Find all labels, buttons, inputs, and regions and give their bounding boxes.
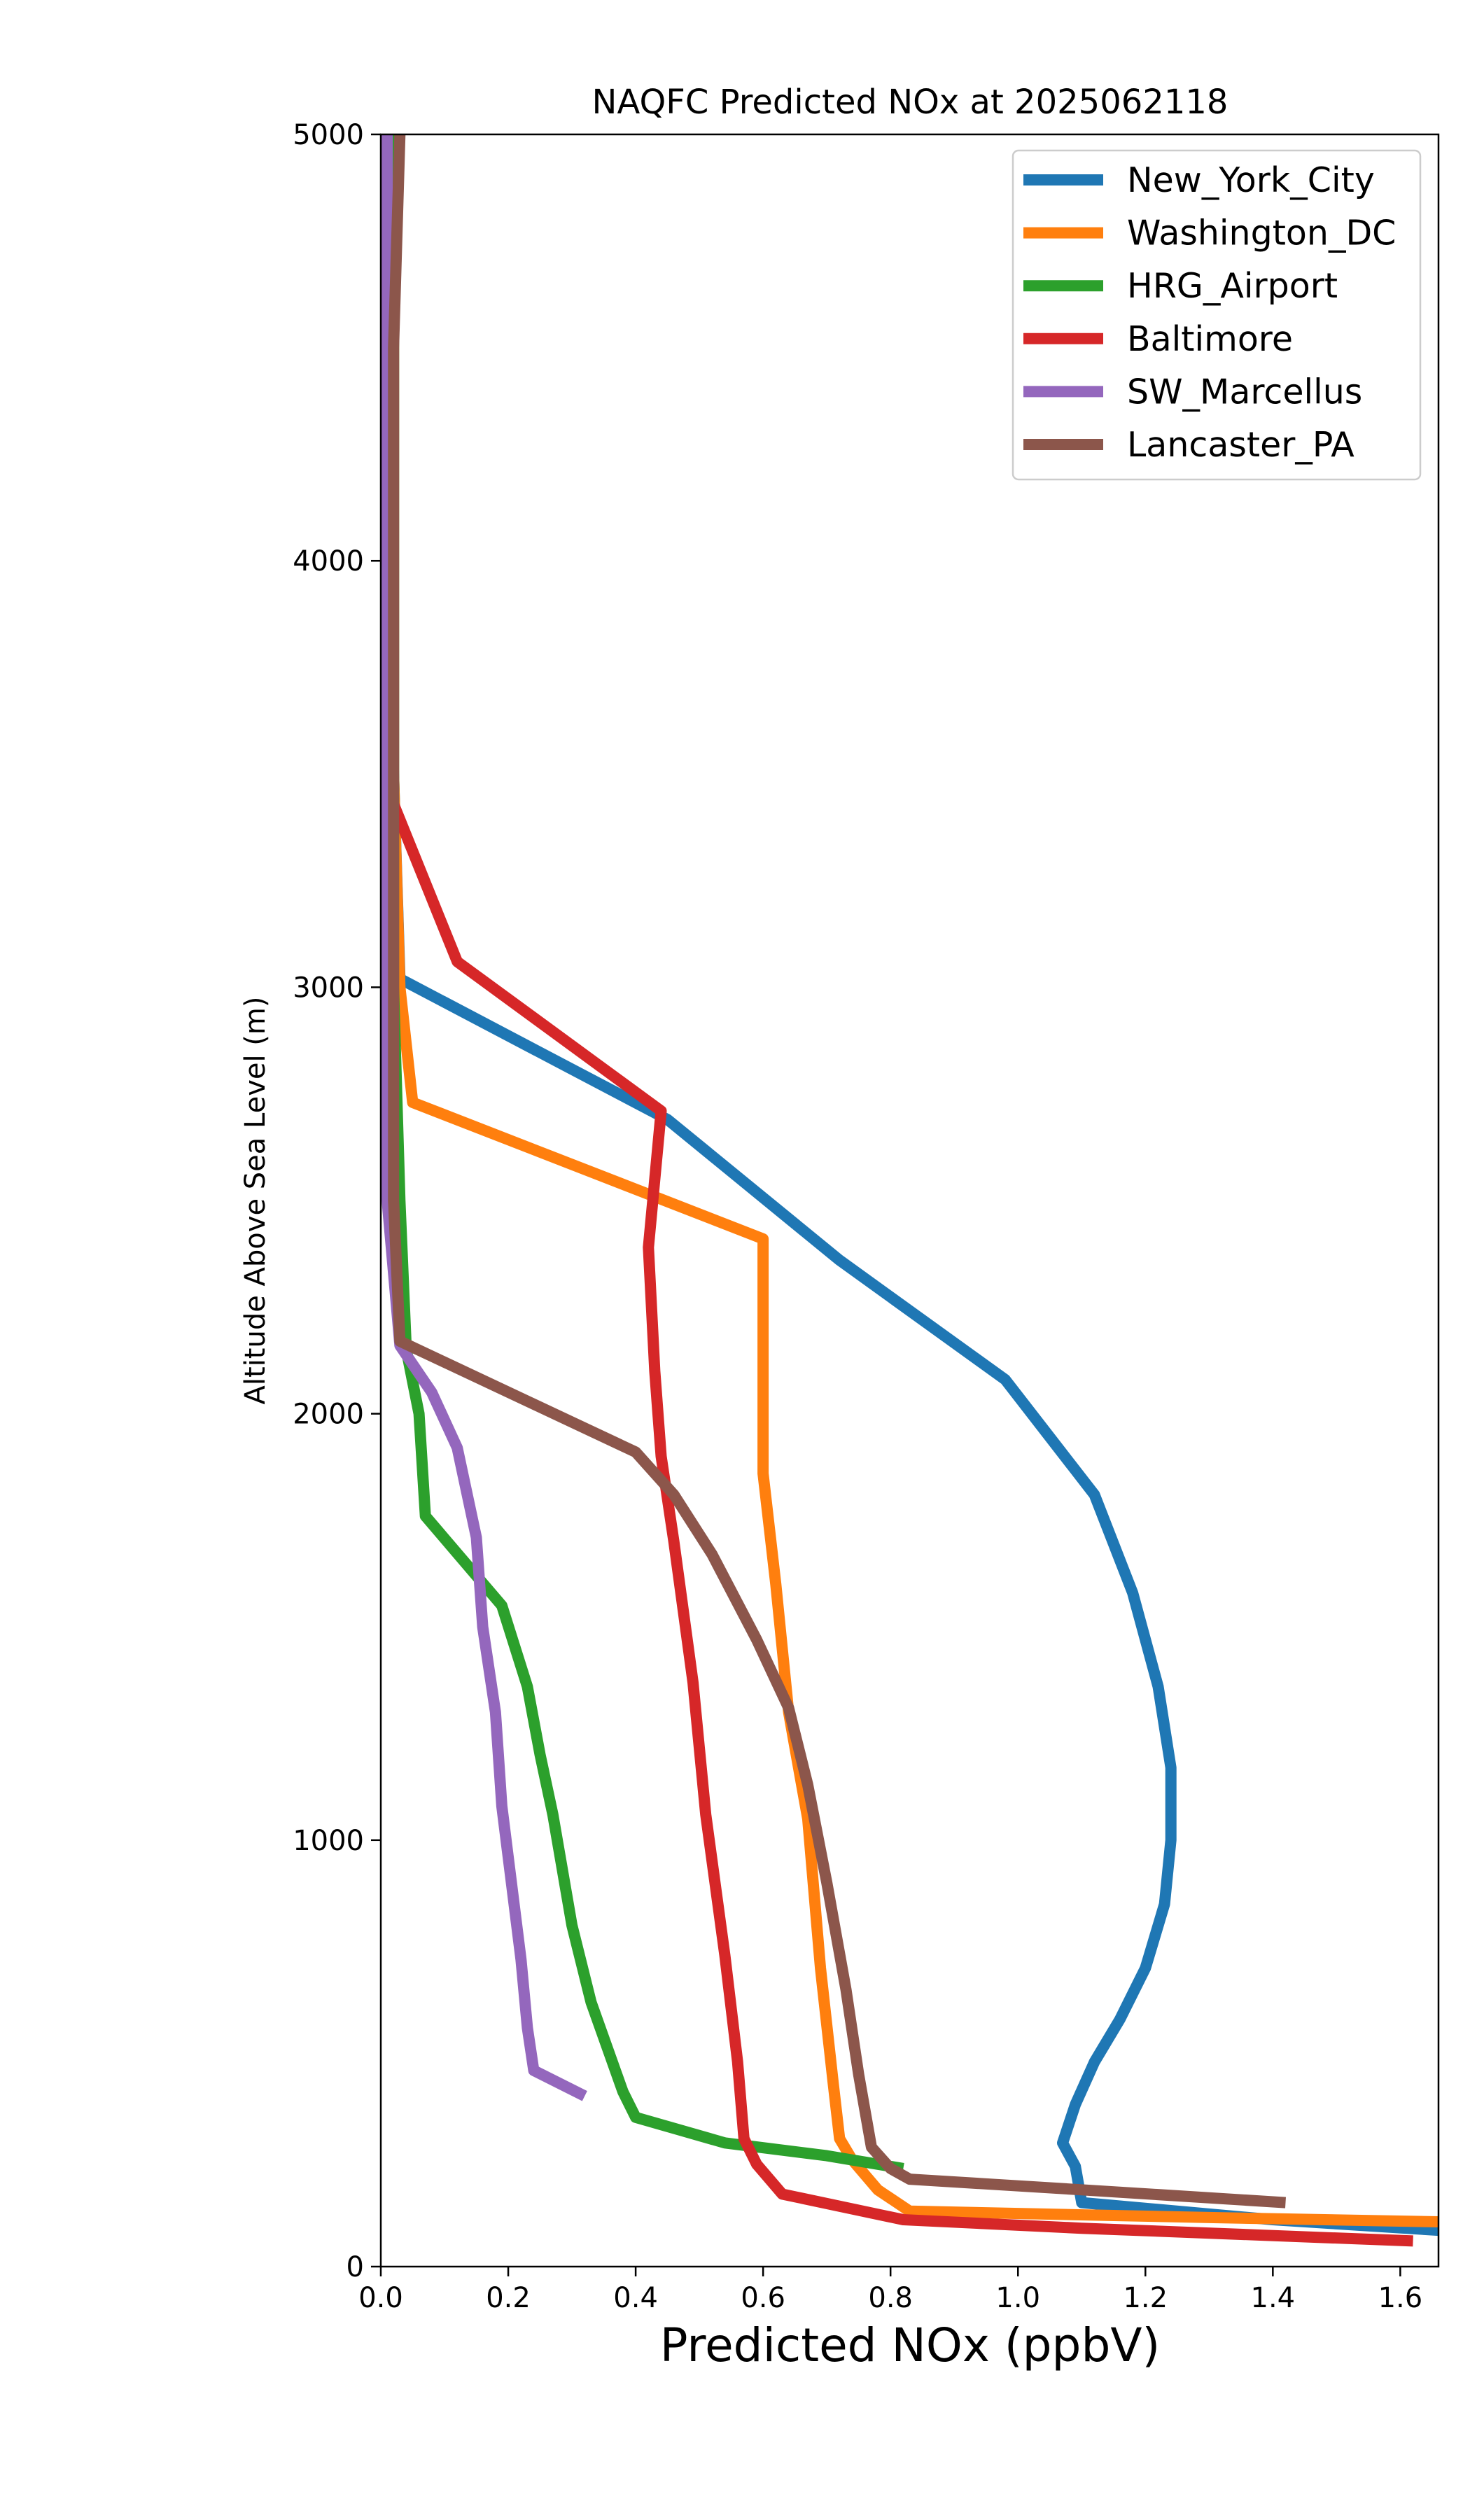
plot-lines bbox=[382, 134, 1438, 2247]
x-tick-label: 0.4 bbox=[613, 2282, 658, 2314]
x-tick-label: 0.2 bbox=[486, 2282, 531, 2314]
legend-label-sw-marcellus: SW_Marcellus bbox=[1127, 372, 1362, 412]
series-line-baltimore bbox=[382, 134, 1413, 2247]
y-tick-label: 0 bbox=[346, 2251, 364, 2283]
legend-label-baltimore: Baltimore bbox=[1127, 319, 1293, 359]
chart-title: NAQFC Predicted NOx at 2025062118 bbox=[592, 83, 1228, 122]
x-axis-ticks: 0.0 0.2 0.4 0.6 0.8 1.0 1.2 1.4 1.6 bbox=[358, 2267, 1422, 2314]
x-tick-label: 1.4 bbox=[1251, 2282, 1296, 2314]
series-line-new-york-city bbox=[382, 134, 1438, 2236]
x-tick-label: 0.8 bbox=[868, 2282, 913, 2314]
legend-label-hrg-airport: HRG_Airport bbox=[1127, 266, 1338, 306]
plot-frame bbox=[379, 133, 1440, 2268]
x-tick-label: 1.6 bbox=[1378, 2282, 1423, 2314]
x-tick-label: 0.6 bbox=[741, 2282, 785, 2314]
series-line-sw-marcellus bbox=[382, 134, 587, 2101]
legend-label-new-york-city: New_York_City bbox=[1127, 160, 1375, 200]
x-tick-label: 0.0 bbox=[358, 2282, 403, 2314]
x-axis-label: Predicted NOx (ppbV) bbox=[660, 2318, 1161, 2372]
series-line-lancaster-pa bbox=[388, 134, 1287, 2208]
legend-label-washington-dc: Washington_DC bbox=[1127, 214, 1396, 253]
y-axis-ticks: 0 1000 2000 3000 4000 5000 bbox=[293, 119, 381, 2283]
y-tick-label: 4000 bbox=[293, 545, 364, 578]
x-tick-label: 1.2 bbox=[1123, 2282, 1168, 2314]
y-tick-label: 3000 bbox=[293, 972, 364, 1004]
legend-label-lancaster-pa: Lancaster_PA bbox=[1127, 425, 1354, 465]
y-axis-label: Altitude Above Sea Level (m) bbox=[239, 997, 272, 1405]
y-tick-label: 5000 bbox=[293, 119, 364, 151]
legend-box bbox=[1011, 149, 1422, 481]
y-tick-label: 2000 bbox=[293, 1399, 364, 1431]
legend: New_York_City Washington_DC HRG_Airport Bal… bbox=[1011, 149, 1422, 481]
x-tick-label: 1.0 bbox=[995, 2282, 1040, 2314]
y-tick-label: 1000 bbox=[293, 1825, 364, 1857]
